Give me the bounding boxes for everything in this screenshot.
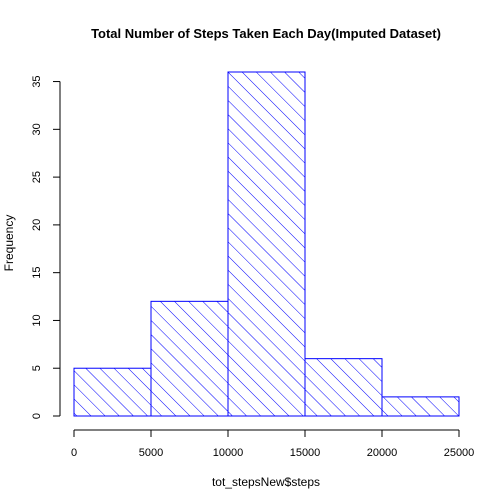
x-axis: 0 5000 10000 15000 20000 25000 — [71, 429, 475, 459]
x-tick-label: 25000 — [444, 447, 475, 459]
y-tick-label: 0 — [31, 413, 43, 419]
histogram-bar — [150, 300, 229, 417]
x-tick-label: 20000 — [367, 447, 398, 459]
x-tick-label: 0 — [71, 447, 77, 459]
y-tick-label: 30 — [31, 123, 43, 135]
y-tick-label: 10 — [31, 314, 43, 326]
x-tick-label: 5000 — [139, 447, 163, 459]
x-tick-label: 15000 — [290, 447, 321, 459]
bar-hatch-fill — [74, 368, 151, 416]
histogram-bar — [227, 71, 306, 417]
histogram-bar — [304, 358, 383, 417]
bar-hatch-fill — [382, 396, 459, 416]
y-tick-label: 15 — [31, 267, 43, 279]
x-axis-label: tot_stepsNew$steps — [212, 475, 320, 489]
bar-outline — [227, 71, 306, 417]
bar-outline — [381, 396, 460, 417]
y-axis: 0 5 10 15 20 25 30 35 — [31, 75, 61, 419]
histogram-bar — [381, 396, 460, 417]
x-tick-label: 10000 — [213, 447, 244, 459]
bar-hatch-fill — [228, 72, 305, 416]
y-tick-label: 35 — [31, 75, 43, 87]
y-axis-label: Frequency — [2, 215, 16, 272]
y-tick-label: 25 — [31, 171, 43, 183]
y-tick-label: 20 — [31, 219, 43, 231]
chart-title: Total Number of Steps Taken Each Day(Imp… — [91, 26, 441, 41]
bar-hatch-fill — [151, 301, 228, 416]
bar-hatch-fill — [305, 358, 382, 416]
y-tick-label: 5 — [31, 365, 43, 371]
bar-outline — [304, 358, 383, 417]
histogram-bar — [73, 367, 152, 417]
bars-group — [73, 71, 460, 417]
